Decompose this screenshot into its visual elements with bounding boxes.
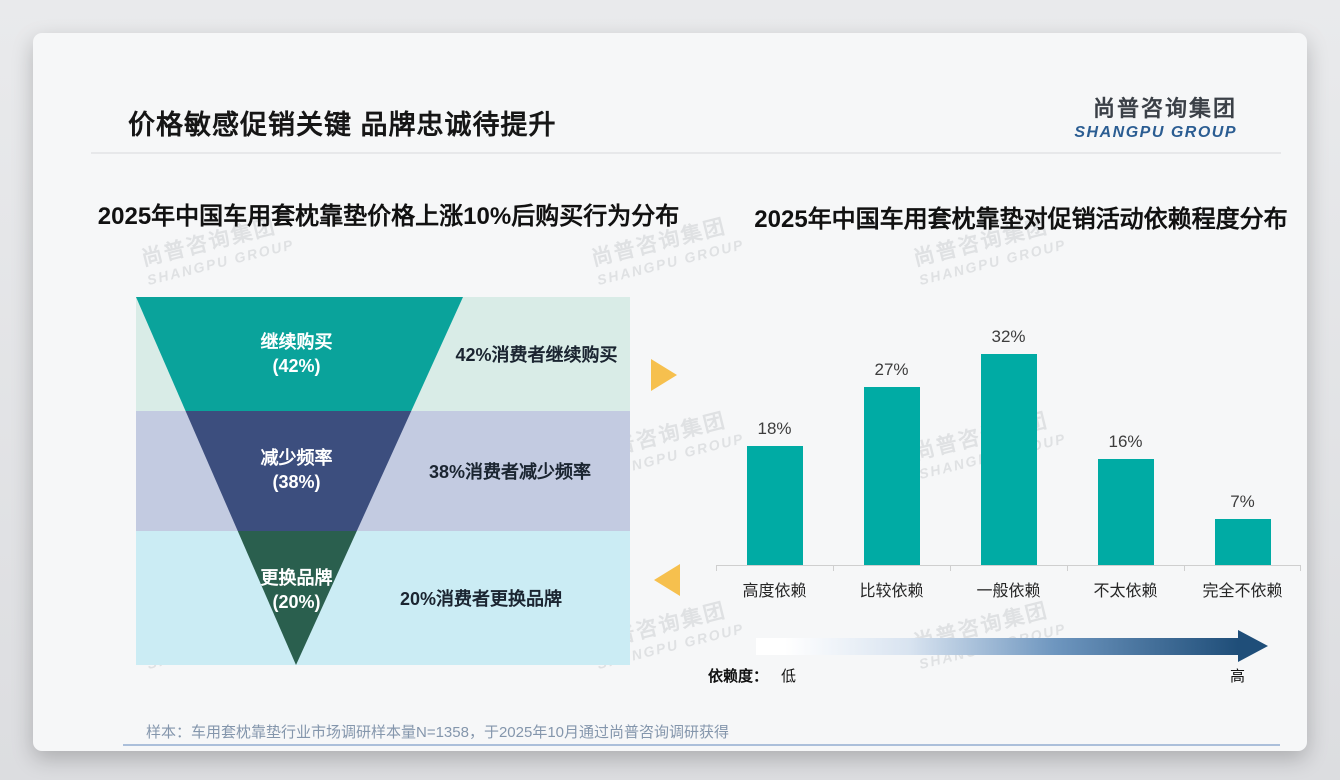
funnel-annotation: 42%消费者继续购买 [455, 345, 618, 365]
footer-divider [123, 744, 1280, 746]
x-axis-tick [716, 566, 717, 571]
page-title: 价格敏感促销关键 品牌忠诚待提升 [128, 110, 557, 140]
x-axis-tick [833, 566, 834, 571]
bar-chart-title: 2025年中国车用套枕靠垫对促销活动依赖程度分布 [754, 206, 1288, 233]
arrow-right-icon [651, 359, 677, 391]
bar [980, 354, 1037, 565]
funnel-band [136, 531, 630, 665]
bar-value-label: 18% [757, 419, 792, 438]
funnel-chart-title: 2025年中国车用套枕靠垫价格上涨10%后购买行为分布 [97, 203, 680, 230]
company-logo: 尚普咨询集团 SHANGPU GROUP [1074, 91, 1237, 142]
dependency-low-label: 低 [781, 668, 797, 685]
x-axis-tick [1300, 566, 1301, 571]
bar-category-label: 完全不依赖 [1202, 583, 1283, 600]
bar [863, 387, 920, 565]
bar [1097, 459, 1154, 565]
bar-value-label: 7% [1230, 492, 1255, 511]
x-axis-tick [1184, 566, 1185, 571]
x-axis-tick [950, 566, 951, 571]
funnel-stage-label: 继续购买 (42%) [260, 332, 333, 376]
logo-english-name: SHANGPU GROUP [1074, 124, 1237, 141]
header-divider [91, 152, 1281, 154]
arrow-left-icon [654, 564, 680, 596]
funnel-chart: 42%消费者继续购买 继续购买 (42%) 38%消费者减少频率 减少频率 (38%) 20… [136, 297, 630, 665]
bar-value-label: 16% [1108, 432, 1143, 451]
bar-category-label: 高度依赖 [742, 583, 807, 600]
slide-card: 尚普咨询集团 SHANGPU GROUP 尚普咨询集团 SHANGPU GROUP 尚普… [33, 33, 1307, 751]
funnel-annotation: 38%消费者减少频率 [428, 462, 592, 482]
x-axis-tick [1067, 566, 1068, 571]
funnel-annotation: 20%消费者更换品牌 [399, 589, 563, 609]
bar-category-label: 一般依赖 [976, 583, 1041, 600]
bar-category-label: 不太依赖 [1093, 583, 1158, 600]
sample-note: 样本：车用套枕靠垫行业市场调研样本量N=1358，于2025年10月通过尚普咨询… [146, 724, 730, 741]
bar [1214, 519, 1271, 565]
funnel-stage-label: 减少频率 (38%) [260, 448, 333, 492]
dependency-gradient-arrow [756, 638, 1238, 655]
funnel-stage [136, 297, 463, 411]
bar-category-label: 比较依赖 [859, 583, 924, 600]
logo-chinese-name: 尚普咨询集团 [1092, 96, 1237, 121]
bar-value-label: 27% [874, 360, 909, 379]
x-axis [716, 565, 1301, 566]
bar [746, 446, 803, 565]
dependency-high-label: 高 [1230, 668, 1246, 685]
funnel-stage-label: 更换品牌 (20%) [260, 568, 333, 612]
dependency-axis-label: 依赖度： [708, 668, 769, 685]
bar-value-label: 32% [991, 327, 1026, 346]
bar-chart: 18% 高度依赖 27% 比较依赖 32% 一般依赖 16% 不太依赖 7% 完全不依赖 [716, 321, 1301, 621]
dependency-gradient-arrowhead-icon [1238, 630, 1268, 662]
